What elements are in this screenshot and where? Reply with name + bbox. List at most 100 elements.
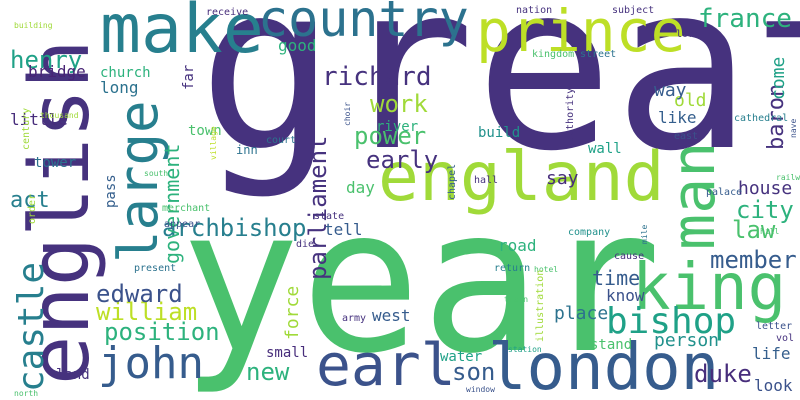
- word-subject: subject: [612, 5, 655, 16]
- word-henry: henry: [10, 46, 83, 74]
- word-state: state: [314, 211, 345, 222]
- word-street: street: [580, 49, 617, 60]
- word-country: country: [258, 0, 469, 48]
- word-pass: pass: [103, 174, 119, 208]
- word-south: south: [144, 169, 169, 178]
- word-little: little: [10, 110, 68, 129]
- word-castle: castle: [11, 261, 52, 392]
- word-house: house: [738, 178, 793, 199]
- word-die: die: [296, 239, 315, 250]
- word-court: court: [266, 135, 297, 146]
- word-window: window: [466, 385, 495, 394]
- word-century: century: [21, 107, 32, 150]
- word-army: army: [342, 313, 367, 324]
- word-person: person: [654, 330, 720, 351]
- word-hill: hill: [760, 227, 780, 236]
- word-letter: letter: [756, 321, 793, 332]
- word-west: west: [372, 306, 411, 325]
- word-great: great: [198, 0, 800, 202]
- word-prince: prince: [476, 0, 686, 65]
- word-law: law: [732, 216, 776, 244]
- word-like: like: [658, 108, 697, 127]
- word-make: make: [100, 0, 264, 69]
- word-small: small: [266, 345, 309, 361]
- word-river: river: [376, 119, 419, 135]
- word-way: way: [654, 80, 687, 101]
- word-parliament: parliament: [304, 135, 332, 281]
- word-receive: receive: [206, 7, 249, 18]
- word-nave: nave: [789, 118, 798, 138]
- word-long: long: [100, 78, 139, 97]
- word-place: place: [554, 303, 609, 324]
- word-choir: choir: [343, 101, 352, 126]
- word-england: england: [378, 138, 665, 217]
- word-present: present: [134, 263, 177, 274]
- word-east: east: [674, 131, 699, 142]
- word-come: come: [768, 56, 789, 100]
- word-say: say: [546, 168, 579, 189]
- word-station: station: [508, 345, 542, 354]
- word-archbishop: archbishop: [162, 214, 307, 242]
- word-william: william: [96, 298, 198, 326]
- word-tower: tower: [34, 155, 77, 171]
- word-bishop: bishop: [606, 301, 737, 342]
- word-chapel: chapel: [447, 163, 458, 200]
- word-palace: palace: [706, 187, 743, 198]
- word-hall: hall: [474, 175, 499, 186]
- word-cause: cause: [614, 251, 645, 262]
- word-building: building: [14, 21, 53, 30]
- word-day: day: [346, 178, 375, 197]
- word-railway: railway: [776, 173, 800, 182]
- word-edward: edward: [96, 280, 183, 308]
- word-build: build: [478, 125, 521, 141]
- word-look: look: [754, 376, 793, 395]
- word-london: london: [488, 331, 720, 400]
- word-order: order: [27, 193, 38, 224]
- word-old: old: [674, 90, 707, 111]
- word-north: north: [14, 389, 39, 398]
- word-far: far: [181, 64, 197, 90]
- word-duke: duke: [694, 360, 752, 388]
- word-bridge: bridge: [28, 62, 86, 81]
- word-company: company: [568, 227, 611, 238]
- word-return: return: [494, 263, 531, 274]
- word-town: town: [188, 123, 222, 139]
- word-member: member: [710, 246, 797, 274]
- word-merchant: merchant: [162, 203, 211, 214]
- word-village: village: [209, 126, 218, 160]
- word-work: work: [370, 90, 428, 118]
- word-appear: appear: [164, 219, 201, 230]
- word-act: act: [10, 188, 50, 213]
- word-tell: tell: [324, 220, 363, 239]
- word-water: water: [440, 349, 483, 365]
- word-lord: lord: [676, 29, 701, 40]
- word-position: position: [104, 318, 220, 346]
- word-large: large: [107, 100, 170, 263]
- word-france: france: [698, 4, 792, 34]
- word-king: king: [632, 251, 787, 325]
- word-train: train: [504, 295, 529, 304]
- word-nation: nation: [516, 5, 553, 16]
- word-earl: earl: [316, 331, 456, 399]
- word-son: son: [452, 358, 496, 386]
- word-city: city: [736, 196, 794, 224]
- word-mile: mile: [640, 224, 649, 244]
- word-richard: richard: [322, 62, 432, 92]
- word-vol: vol: [776, 333, 795, 344]
- word-year: year: [180, 165, 662, 398]
- word-know: know: [606, 286, 645, 305]
- word-good: good: [278, 36, 317, 55]
- word-stand: stand: [590, 337, 633, 353]
- word-power: power: [354, 122, 427, 150]
- word-illustration: illustration: [535, 269, 546, 342]
- word-road: road: [498, 236, 537, 255]
- word-inn: inn: [236, 143, 258, 157]
- word-hotel: hotel: [534, 265, 559, 274]
- word-life: life: [752, 344, 791, 363]
- word-land: land: [56, 367, 90, 383]
- word-kingdom: kingdom: [532, 49, 575, 60]
- word-church: church: [100, 65, 151, 81]
- word-force: force: [282, 285, 303, 340]
- word-wall: wall: [588, 141, 622, 157]
